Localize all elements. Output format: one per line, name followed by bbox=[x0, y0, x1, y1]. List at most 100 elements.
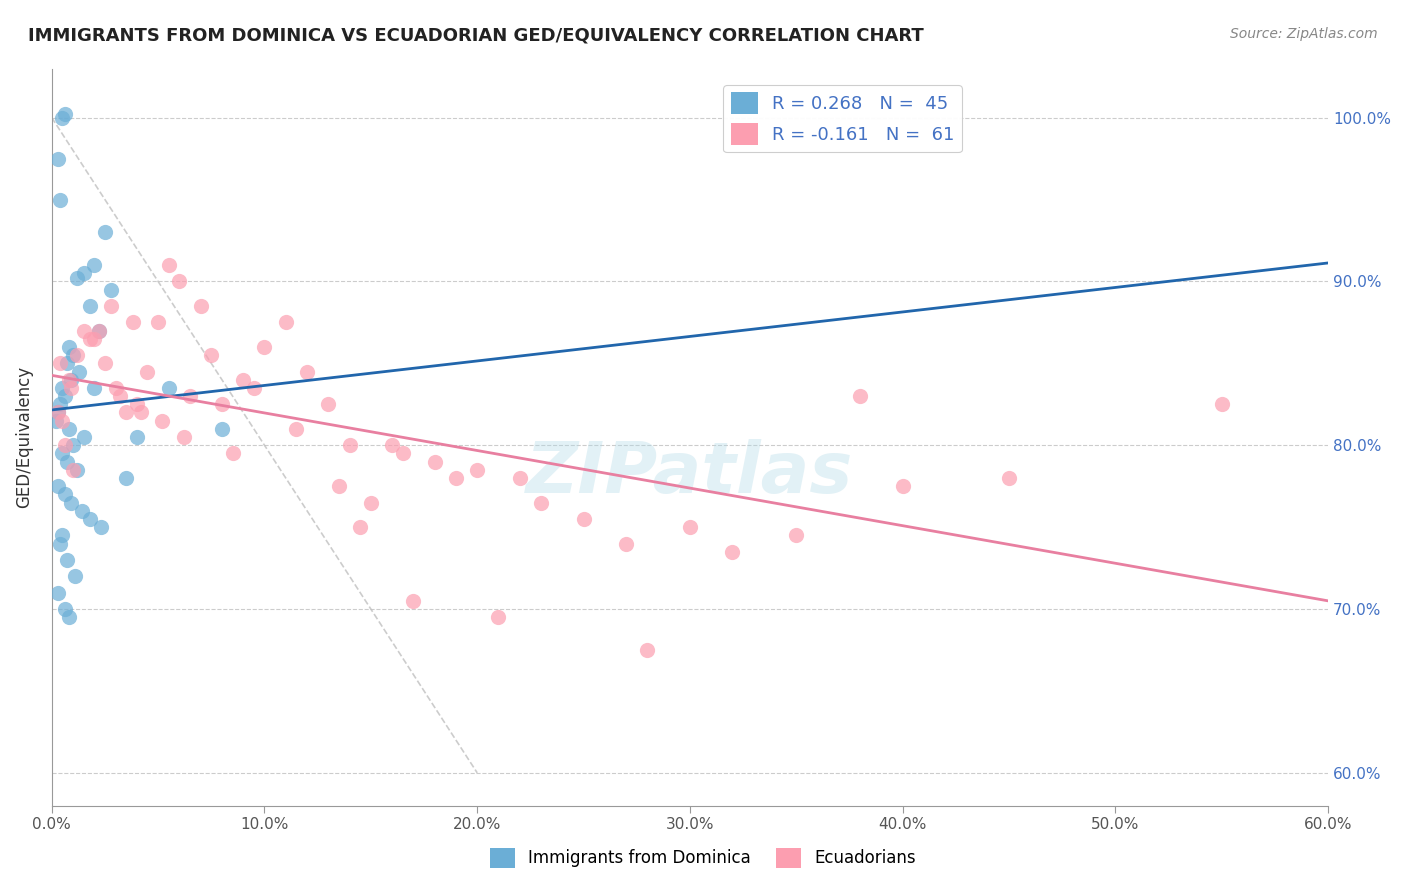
Y-axis label: GED/Equivalency: GED/Equivalency bbox=[15, 366, 32, 508]
Point bbox=[53, 389, 76, 403]
Point bbox=[55, 356, 77, 370]
Point bbox=[58, 610, 80, 624]
Point bbox=[79, 299, 101, 313]
Point bbox=[190, 299, 212, 313]
Point bbox=[59, 373, 82, 387]
Point bbox=[253, 340, 276, 354]
Point bbox=[1211, 397, 1233, 411]
Point bbox=[53, 107, 76, 121]
Point bbox=[53, 438, 76, 452]
Point bbox=[530, 495, 553, 509]
Point bbox=[721, 545, 744, 559]
Point bbox=[423, 455, 446, 469]
Legend: R = 0.268   N =  45, R = -0.161   N =  61: R = 0.268 N = 45, R = -0.161 N = 61 bbox=[723, 85, 962, 153]
Point bbox=[211, 422, 233, 436]
Point bbox=[53, 602, 76, 616]
Point bbox=[243, 381, 266, 395]
Point bbox=[49, 193, 72, 207]
Point bbox=[73, 324, 96, 338]
Point bbox=[360, 495, 382, 509]
Point bbox=[328, 479, 350, 493]
Point bbox=[146, 315, 169, 329]
Point bbox=[90, 520, 112, 534]
Point bbox=[94, 225, 117, 239]
Point bbox=[349, 520, 371, 534]
Point bbox=[49, 356, 72, 370]
Point bbox=[104, 381, 127, 395]
Text: ZIPatlas: ZIPatlas bbox=[526, 440, 853, 508]
Point bbox=[46, 152, 69, 166]
Text: IMMIGRANTS FROM DOMINICA VS ECUADORIAN GED/EQUIVALENCY CORRELATION CHART: IMMIGRANTS FROM DOMINICA VS ECUADORIAN G… bbox=[28, 27, 924, 45]
Point bbox=[53, 487, 76, 501]
Point bbox=[55, 553, 77, 567]
Point bbox=[100, 299, 122, 313]
Point bbox=[200, 348, 222, 362]
Point bbox=[46, 405, 69, 419]
Point bbox=[891, 479, 914, 493]
Point bbox=[444, 471, 467, 485]
Point bbox=[66, 463, 89, 477]
Point bbox=[115, 405, 138, 419]
Point bbox=[465, 463, 488, 477]
Point bbox=[66, 271, 89, 285]
Point bbox=[87, 324, 110, 338]
Point bbox=[115, 471, 138, 485]
Point bbox=[45, 414, 67, 428]
Point bbox=[58, 422, 80, 436]
Point bbox=[572, 512, 595, 526]
Point bbox=[679, 520, 702, 534]
Point bbox=[402, 594, 425, 608]
Point bbox=[488, 610, 510, 624]
Point bbox=[232, 373, 254, 387]
Text: Source: ZipAtlas.com: Source: ZipAtlas.com bbox=[1230, 27, 1378, 41]
Point bbox=[87, 324, 110, 338]
Point bbox=[121, 315, 143, 329]
Point bbox=[67, 365, 90, 379]
Point bbox=[391, 446, 413, 460]
Point bbox=[73, 430, 96, 444]
Point bbox=[66, 348, 89, 362]
Point bbox=[51, 111, 73, 125]
Point bbox=[62, 463, 84, 477]
Point bbox=[46, 405, 69, 419]
Point bbox=[46, 585, 69, 599]
Point bbox=[83, 332, 105, 346]
Point bbox=[173, 430, 195, 444]
Point bbox=[136, 365, 159, 379]
Point bbox=[62, 438, 84, 452]
Point bbox=[108, 389, 131, 403]
Point bbox=[51, 414, 73, 428]
Point bbox=[169, 275, 191, 289]
Point bbox=[381, 438, 404, 452]
Point bbox=[125, 397, 148, 411]
Point bbox=[316, 397, 339, 411]
Point bbox=[614, 536, 637, 550]
Point bbox=[70, 504, 93, 518]
Point bbox=[55, 455, 77, 469]
Point bbox=[94, 356, 117, 370]
Point bbox=[59, 495, 82, 509]
Point bbox=[79, 512, 101, 526]
Point bbox=[211, 397, 233, 411]
Point bbox=[73, 266, 96, 280]
Point bbox=[157, 381, 180, 395]
Point bbox=[58, 340, 80, 354]
Point bbox=[295, 365, 318, 379]
Point bbox=[100, 283, 122, 297]
Point bbox=[46, 479, 69, 493]
Point bbox=[49, 397, 72, 411]
Point bbox=[509, 471, 531, 485]
Point bbox=[59, 381, 82, 395]
Point bbox=[998, 471, 1021, 485]
Point bbox=[79, 332, 101, 346]
Point bbox=[150, 414, 173, 428]
Legend: Immigrants from Dominica, Ecuadorians: Immigrants from Dominica, Ecuadorians bbox=[484, 841, 922, 875]
Point bbox=[339, 438, 361, 452]
Point bbox=[58, 373, 80, 387]
Point bbox=[83, 381, 105, 395]
Point bbox=[129, 405, 152, 419]
Point bbox=[83, 258, 105, 272]
Point bbox=[51, 528, 73, 542]
Point bbox=[63, 569, 86, 583]
Point bbox=[51, 446, 73, 460]
